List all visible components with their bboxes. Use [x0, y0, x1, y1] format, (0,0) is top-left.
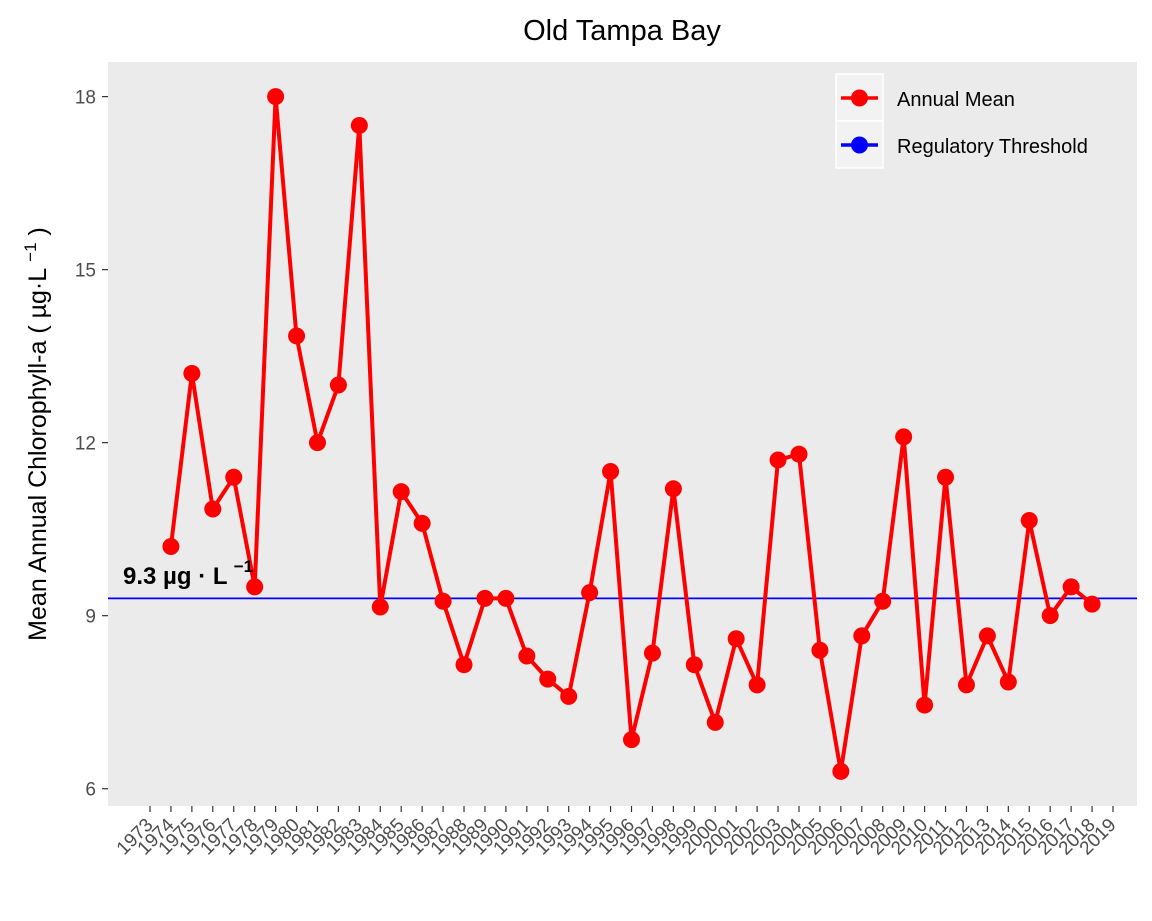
- data-point: [769, 451, 787, 469]
- data-point: [664, 480, 682, 498]
- data-point: [350, 116, 368, 134]
- svg-text:9.3 µg · L −1: 9.3 µg · L −1: [123, 557, 253, 590]
- data-point: [748, 676, 766, 694]
- data-point: [685, 656, 703, 674]
- svg-text:Mean Annual Chlorophyll-a ( µg: Mean Annual Chlorophyll-a ( µg·L −1 ): [14, 227, 52, 641]
- y-axis: 6 9 12 15 18: [75, 88, 108, 801]
- data-point: [832, 762, 850, 780]
- data-point: [937, 468, 955, 486]
- data-point: [413, 514, 431, 532]
- annotation-superscript: −1: [234, 557, 253, 576]
- legend-key-point-threshold: [851, 136, 868, 154]
- y-tick-label: 12: [75, 434, 96, 455]
- data-point: [1041, 607, 1059, 625]
- data-point: [581, 584, 599, 602]
- data-point: [916, 696, 934, 714]
- y-axis-title-superscript: −1: [21, 242, 40, 261]
- data-point: [518, 647, 536, 665]
- y-tick-label: 6: [85, 780, 96, 801]
- y-tick-label: 18: [75, 88, 96, 109]
- data-point: [895, 428, 913, 446]
- data-point: [811, 641, 829, 659]
- annotation-text: 9.3 µg · L: [123, 563, 227, 590]
- data-point: [1020, 512, 1038, 530]
- legend-label-threshold: Regulatory Threshold: [897, 136, 1088, 158]
- y-axis-title-text: Mean Annual Chlorophyll-a ( µg·L: [24, 268, 52, 641]
- legend-label-annual-mean: Annual Mean: [897, 89, 1015, 111]
- data-point: [727, 630, 745, 648]
- data-point: [329, 376, 347, 394]
- y-tick-label: 9: [85, 607, 96, 628]
- data-point: [246, 578, 264, 596]
- data-point: [308, 434, 326, 452]
- y-axis-title-close: ): [24, 227, 52, 235]
- data-point: [455, 656, 473, 674]
- data-point: [204, 500, 222, 518]
- y-axis-title: Mean Annual Chlorophyll-a ( µg·L −1 ): [14, 227, 52, 641]
- data-point: [560, 687, 578, 705]
- data-point: [957, 676, 975, 694]
- data-point: [602, 462, 620, 480]
- legend: Annual Mean Regulatory Threshold: [835, 73, 1088, 169]
- legend-key-point-annual-mean: [851, 89, 868, 107]
- data-point: [371, 598, 389, 616]
- data-point: [1083, 595, 1101, 613]
- data-point: [476, 589, 494, 607]
- y-tick-label: 15: [75, 261, 96, 282]
- chart-title: Old Tampa Bay: [523, 15, 721, 47]
- data-point: [999, 673, 1017, 691]
- data-point: [790, 445, 808, 463]
- data-point: [643, 644, 661, 662]
- data-point: [853, 627, 871, 645]
- data-point: [874, 592, 892, 610]
- data-point: [623, 731, 640, 749]
- data-point: [434, 592, 452, 610]
- data-point: [978, 627, 996, 645]
- data-point: [539, 670, 557, 688]
- data-point: [288, 327, 306, 345]
- data-point: [225, 468, 243, 486]
- data-point: [267, 88, 285, 106]
- threshold-annotation: 9.3 µg · L −1: [123, 557, 253, 590]
- data-point: [392, 483, 410, 501]
- data-point: [183, 364, 201, 382]
- data-point: [706, 713, 724, 731]
- data-point: [162, 537, 180, 555]
- data-point: [497, 589, 515, 607]
- series-layer: [162, 88, 1101, 780]
- data-point: [1062, 578, 1080, 596]
